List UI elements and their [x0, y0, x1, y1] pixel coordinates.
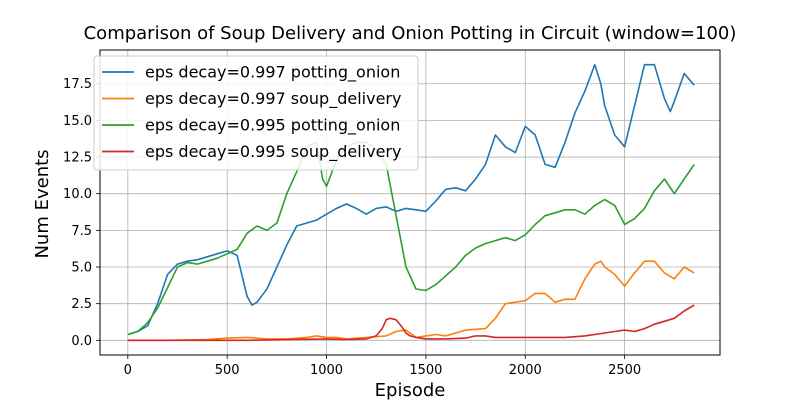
legend-label-0: eps decay=0.997 potting_onion	[145, 63, 400, 83]
y-tick-label: 0.0	[71, 334, 92, 349]
x-axis-label: Episode	[375, 380, 446, 400]
y-tick-label: 7.5	[71, 224, 92, 239]
x-axis: 0 500 1000 1500 2000 2500	[124, 355, 641, 378]
series-lines	[127, 63, 695, 342]
legend-label-2: eps decay=0.995 potting_onion	[145, 116, 400, 136]
y-tick-label: 10.0	[63, 187, 92, 202]
x-tick-label: 2000	[509, 363, 542, 378]
y-axis: 0.0 2.5 5.0 7.5 10.0 12.5 15.0 17.5	[63, 77, 100, 349]
y-tick-label: 12.5	[63, 151, 92, 166]
y-tick-label: 2.5	[71, 297, 92, 312]
x-tick-label: 1500	[409, 363, 442, 378]
series-line-0	[127, 63, 695, 336]
series-line-1	[127, 260, 695, 342]
x-tick-label: 500	[215, 363, 240, 378]
y-tick-label: 15.0	[63, 114, 92, 129]
x-tick-label: 0	[124, 363, 132, 378]
plot-frame	[99, 49, 721, 356]
y-axis-label: Num Events	[32, 149, 53, 258]
y-tick-label: 17.5	[63, 77, 92, 92]
y-tick-label: 5.0	[71, 261, 92, 276]
legend-box	[93, 55, 419, 171]
series-line-2	[127, 141, 695, 336]
series-line-3	[127, 304, 695, 342]
x-tick-label: 1000	[310, 363, 343, 378]
chart-title: Comparison of Soup Delivery and Onion Po…	[84, 23, 737, 44]
legend-label-1: eps decay=0.997 soup_delivery	[145, 89, 401, 109]
x-tick-label: 2500	[608, 363, 641, 378]
legend-label-3: eps decay=0.995 soup_delivery	[145, 142, 401, 162]
